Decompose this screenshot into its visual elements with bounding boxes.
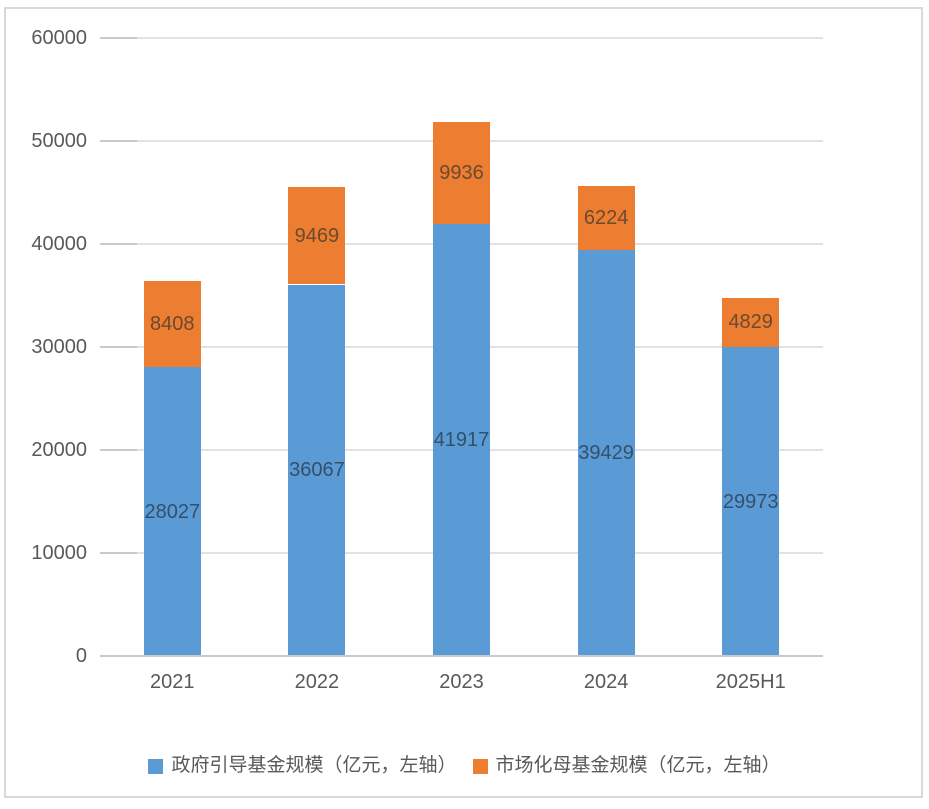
bar-value-label-market-2023: 9936 — [439, 162, 484, 185]
legend: 政府引导基金规模（亿元，左轴） 市场化母基金规模（亿元，左轴） — [6, 754, 923, 778]
y-axis-tick — [100, 37, 137, 39]
x-axis-label-2024: 2024 — [583, 671, 629, 693]
legend-swatch-market-fund — [472, 758, 488, 774]
y-axis-label: 40000 — [31, 233, 87, 255]
bar-value-label-market-2024: 6224 — [583, 206, 629, 229]
bar-segment-government-2023 — [433, 224, 490, 656]
bar-value-label-government-2021: 28027 — [144, 500, 201, 523]
bar-segment-market-2022 — [288, 186, 346, 285]
x-axis-label-2022: 2022 — [294, 671, 340, 693]
bar-value-label-government-2023: 41917 — [433, 429, 490, 452]
bar-segment-market-2023 — [433, 121, 490, 225]
y-axis-label: 60000 — [31, 27, 87, 49]
legend-item-government-fund: 政府引导基金规模（亿元，左轴） — [148, 754, 457, 778]
bar-value-label-government-2022: 36067 — [289, 459, 345, 482]
bar-segment-market-2024 — [577, 185, 635, 250]
y-axis-tick — [100, 140, 137, 142]
bar-value-label-market-2022: 9469 — [294, 224, 340, 247]
x-axis-label-2021: 2021 — [150, 671, 195, 693]
y-axis-tick — [100, 346, 137, 348]
bar-segment-government-2024 — [577, 249, 635, 656]
bar-segment-market-2021 — [143, 280, 201, 368]
x-axis-label-2023: 2023 — [439, 671, 484, 693]
bar-value-label-market-2025H1: 4829 — [728, 311, 773, 334]
y-axis-label: 50000 — [31, 130, 87, 152]
y-axis-tick — [100, 243, 137, 245]
y-axis-label: 20000 — [31, 439, 87, 461]
bar-value-label-government-2024: 39429 — [578, 441, 634, 464]
legend-swatch-government-fund — [148, 758, 164, 774]
bar-segment-government-2021 — [143, 367, 201, 656]
bar-segment-government-2022 — [288, 284, 346, 656]
bar-value-label-government-2025H1: 29973 — [722, 490, 779, 513]
legend-item-market-fund: 市场化母基金规模（亿元，左轴） — [472, 754, 781, 778]
x-axis-line — [100, 655, 823, 657]
legend-label-government-fund: 政府引导基金规模（亿元，左轴） — [171, 755, 457, 776]
bar-value-label-market-2021: 8408 — [150, 313, 195, 336]
bar-segment-market-2025H1 — [722, 297, 780, 348]
legend-label-market-fund: 市场化母基金规模（亿元，左轴） — [495, 755, 781, 776]
bar-segment-government-2025H1 — [722, 347, 780, 656]
y-axis-label: 30000 — [31, 336, 87, 358]
y-axis-label: 10000 — [31, 542, 87, 564]
y-axis-label: 0 — [75, 645, 87, 667]
x-axis-label-2025H1: 2025H1 — [715, 671, 786, 693]
y-axis-tick — [100, 552, 137, 554]
y-gridline — [137, 37, 823, 39]
y-axis-tick — [100, 449, 137, 451]
